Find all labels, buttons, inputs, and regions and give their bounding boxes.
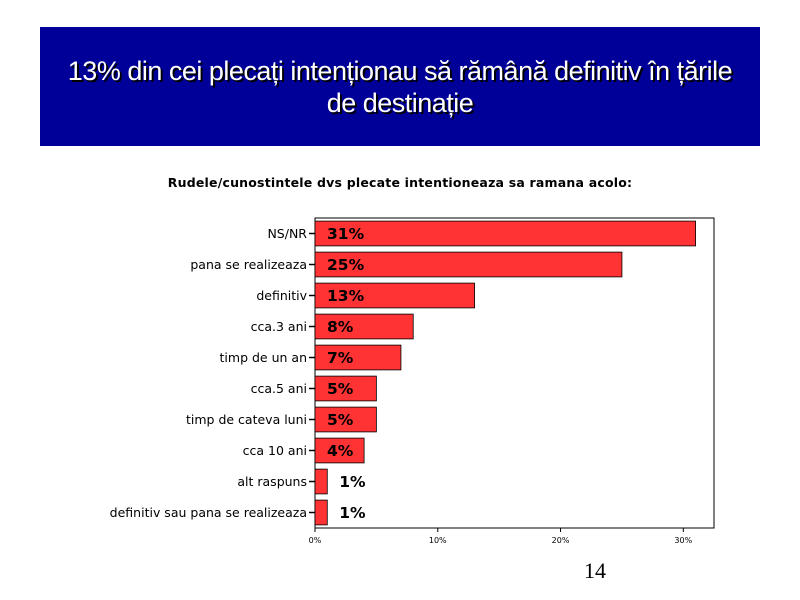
data-label: 1%	[339, 473, 366, 491]
data-label: 5%	[327, 411, 354, 429]
bar	[314, 313, 414, 340]
category-label: definitiv sau pana se realizeaza	[110, 505, 307, 520]
title-banner: 13% din cei plecați intenționau să rămân…	[40, 27, 760, 146]
data-label: 7%	[327, 349, 354, 367]
data-label: 8%	[327, 318, 354, 336]
category-label: cca.5 ani	[251, 381, 307, 396]
x-tick-label: 30%	[674, 536, 692, 545]
category-label: pana se realizeaza	[190, 257, 307, 272]
category-label: NS/NR	[267, 226, 307, 241]
bar	[314, 251, 623, 278]
category-label: alt raspuns	[237, 474, 307, 489]
bar	[314, 282, 476, 309]
data-label: 25%	[327, 256, 365, 274]
bar	[314, 437, 365, 464]
x-tick-label: 10%	[429, 536, 447, 545]
page-number: 14	[584, 558, 606, 583]
bar	[314, 220, 696, 247]
category-label: timp de cateva luni	[186, 412, 307, 427]
plot-frame	[314, 217, 715, 529]
x-tick-label: 0%	[309, 536, 322, 545]
data-label: 1%	[339, 504, 366, 522]
bar	[314, 499, 328, 526]
category-label: cca 10 ani	[243, 443, 307, 458]
category-label: timp de un an	[220, 350, 307, 365]
data-label: 31%	[327, 225, 365, 243]
slide-title: 13% din cei plecați intenționau să rămân…	[67, 55, 733, 118]
x-tick-label: 20%	[552, 536, 570, 545]
bar	[314, 375, 377, 402]
chart-title: Rudele/cunostintele dvs plecate intentio…	[167, 175, 633, 190]
bar	[314, 468, 328, 495]
data-label: 5%	[327, 380, 354, 398]
category-label: cca.3 ani	[251, 319, 307, 334]
data-label: 4%	[327, 442, 354, 460]
category-label: definitiv	[256, 288, 307, 303]
bar	[314, 344, 402, 371]
data-label: 13%	[327, 287, 365, 305]
bar	[314, 406, 377, 433]
